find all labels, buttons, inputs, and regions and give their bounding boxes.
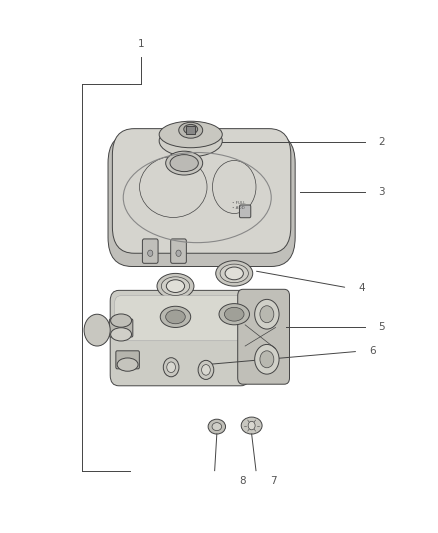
FancyBboxPatch shape xyxy=(115,296,245,341)
Ellipse shape xyxy=(220,264,248,282)
Circle shape xyxy=(248,421,255,430)
Ellipse shape xyxy=(157,273,194,299)
FancyBboxPatch shape xyxy=(116,351,139,369)
Text: 8: 8 xyxy=(240,476,246,486)
Circle shape xyxy=(84,314,110,346)
FancyBboxPatch shape xyxy=(238,289,290,384)
Text: 7: 7 xyxy=(270,476,277,486)
Circle shape xyxy=(167,362,176,373)
Ellipse shape xyxy=(165,364,178,376)
Ellipse shape xyxy=(216,261,253,286)
Text: 4: 4 xyxy=(358,282,365,293)
Ellipse shape xyxy=(170,155,198,172)
Circle shape xyxy=(163,358,179,377)
Ellipse shape xyxy=(224,308,244,321)
Ellipse shape xyxy=(225,267,244,280)
Ellipse shape xyxy=(184,124,198,134)
Ellipse shape xyxy=(166,280,185,293)
Circle shape xyxy=(254,300,279,329)
Ellipse shape xyxy=(166,310,185,324)
Text: 3: 3 xyxy=(378,187,385,197)
FancyBboxPatch shape xyxy=(110,290,250,386)
Ellipse shape xyxy=(159,125,222,157)
Circle shape xyxy=(201,365,210,375)
FancyBboxPatch shape xyxy=(240,205,251,217)
Circle shape xyxy=(198,360,214,379)
Ellipse shape xyxy=(199,367,212,378)
Ellipse shape xyxy=(241,417,262,434)
FancyBboxPatch shape xyxy=(142,239,158,263)
Ellipse shape xyxy=(179,122,203,138)
Ellipse shape xyxy=(111,328,131,341)
FancyBboxPatch shape xyxy=(186,126,195,134)
Circle shape xyxy=(148,250,153,256)
Text: 1: 1 xyxy=(138,39,144,49)
Circle shape xyxy=(260,351,274,368)
Circle shape xyxy=(254,344,279,374)
Circle shape xyxy=(176,250,181,256)
Ellipse shape xyxy=(117,358,138,371)
Ellipse shape xyxy=(111,314,131,327)
Ellipse shape xyxy=(159,121,222,148)
Text: 2: 2 xyxy=(378,137,385,147)
Ellipse shape xyxy=(161,277,190,295)
Ellipse shape xyxy=(212,423,222,431)
FancyBboxPatch shape xyxy=(110,319,133,337)
Text: • FULL
• ADD: • FULL • ADD xyxy=(232,201,246,210)
Ellipse shape xyxy=(208,419,226,434)
Text: 6: 6 xyxy=(369,346,376,357)
Ellipse shape xyxy=(166,151,203,175)
FancyBboxPatch shape xyxy=(113,128,291,253)
Ellipse shape xyxy=(160,306,191,327)
Circle shape xyxy=(260,306,274,322)
FancyBboxPatch shape xyxy=(171,239,186,263)
Text: 5: 5 xyxy=(378,322,385,333)
FancyBboxPatch shape xyxy=(108,134,295,266)
Ellipse shape xyxy=(219,304,250,325)
